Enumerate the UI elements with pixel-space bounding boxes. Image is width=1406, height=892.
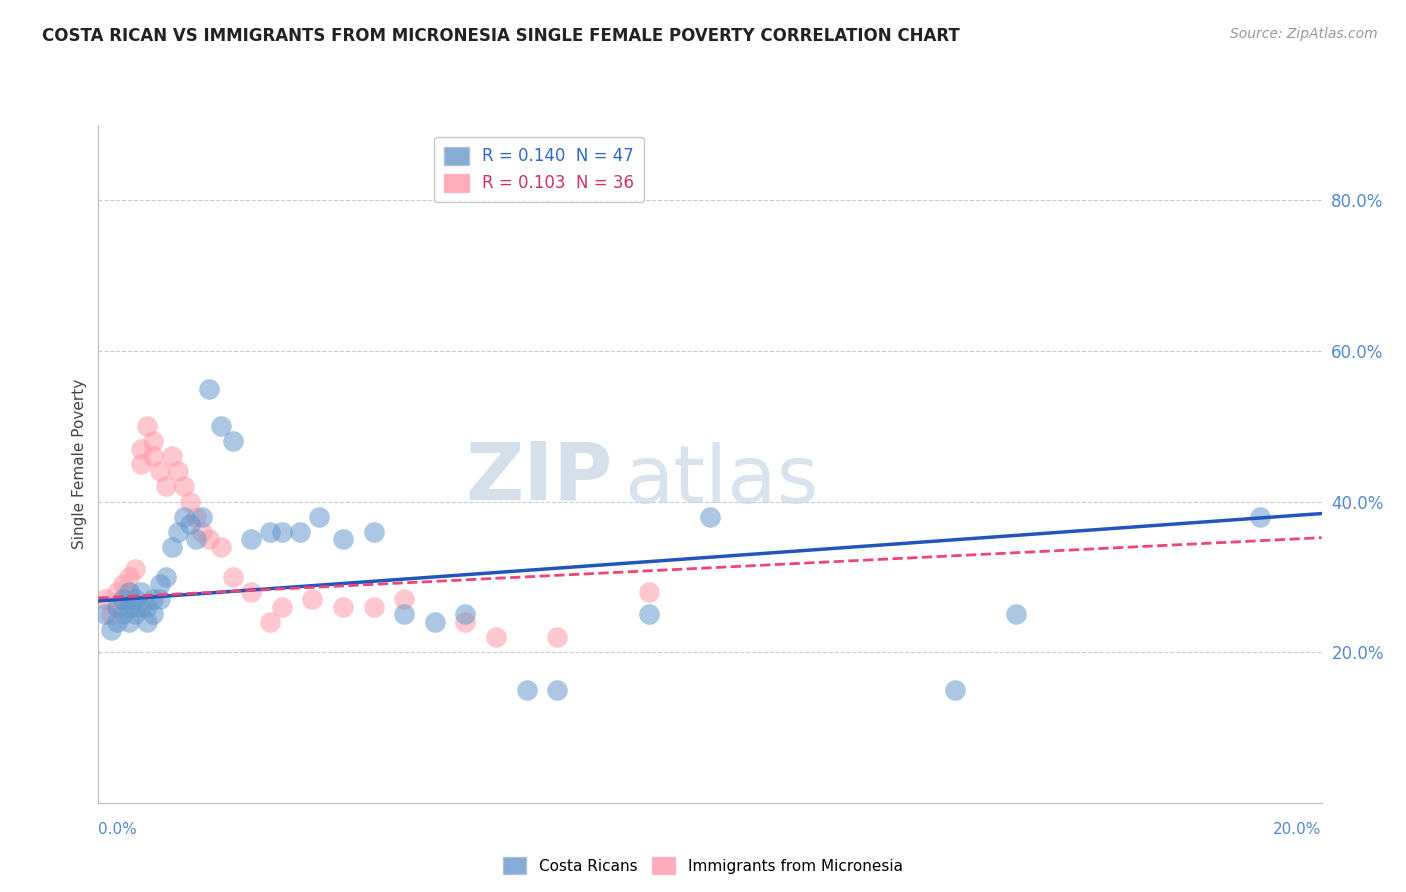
Point bbox=[100, 623, 122, 637]
Legend: Costa Ricans, Immigrants from Micronesia: Costa Ricans, Immigrants from Micronesia bbox=[498, 851, 908, 880]
Point bbox=[637, 585, 661, 599]
Point bbox=[149, 592, 172, 607]
Point bbox=[129, 585, 152, 599]
Point bbox=[392, 592, 416, 607]
Point bbox=[1249, 509, 1271, 524]
Point bbox=[155, 570, 177, 584]
Text: COSTA RICAN VS IMMIGRANTS FROM MICRONESIA SINGLE FEMALE POVERTY CORRELATION CHAR: COSTA RICAN VS IMMIGRANTS FROM MICRONESI… bbox=[42, 27, 960, 45]
Point bbox=[290, 524, 312, 539]
Point bbox=[118, 599, 141, 614]
Point bbox=[546, 682, 568, 697]
Point bbox=[191, 509, 214, 524]
Y-axis label: Single Female Poverty: Single Female Poverty bbox=[72, 379, 87, 549]
Point bbox=[111, 592, 134, 607]
Point bbox=[222, 570, 245, 584]
Point bbox=[149, 464, 172, 478]
Point bbox=[142, 434, 165, 449]
Legend: R = 0.140  N = 47, R = 0.103  N = 36: R = 0.140 N = 47, R = 0.103 N = 36 bbox=[433, 136, 644, 202]
Point bbox=[118, 570, 141, 584]
Point bbox=[93, 592, 115, 607]
Point bbox=[167, 524, 190, 539]
Point bbox=[332, 532, 354, 546]
Point bbox=[270, 599, 292, 614]
Text: 20.0%: 20.0% bbox=[1274, 822, 1322, 837]
Text: ZIP: ZIP bbox=[465, 438, 612, 516]
Point bbox=[699, 509, 721, 524]
Point bbox=[136, 615, 159, 629]
Point bbox=[173, 479, 195, 493]
Point bbox=[93, 607, 115, 622]
Point bbox=[332, 599, 354, 614]
Point bbox=[454, 615, 477, 629]
Point bbox=[186, 509, 208, 524]
Point bbox=[100, 607, 122, 622]
Point bbox=[363, 599, 385, 614]
Point bbox=[197, 532, 219, 546]
Point bbox=[105, 585, 128, 599]
Point bbox=[392, 607, 416, 622]
Point bbox=[546, 630, 568, 644]
Point bbox=[485, 630, 508, 644]
Point bbox=[943, 682, 966, 697]
Point bbox=[240, 585, 263, 599]
Point bbox=[259, 615, 281, 629]
Point bbox=[129, 442, 152, 456]
Point bbox=[118, 585, 141, 599]
Point bbox=[197, 382, 219, 396]
Point bbox=[240, 532, 263, 546]
Point bbox=[111, 577, 134, 591]
Point bbox=[179, 517, 201, 532]
Text: 0.0%: 0.0% bbox=[98, 822, 138, 837]
Point bbox=[186, 532, 208, 546]
Point bbox=[516, 682, 538, 697]
Point bbox=[124, 592, 146, 607]
Point bbox=[363, 524, 385, 539]
Point bbox=[167, 464, 190, 478]
Point bbox=[105, 615, 128, 629]
Point bbox=[454, 607, 477, 622]
Point bbox=[142, 607, 165, 622]
Point bbox=[209, 419, 232, 434]
Point bbox=[136, 599, 159, 614]
Point bbox=[149, 577, 172, 591]
Point bbox=[160, 450, 183, 464]
Point bbox=[118, 585, 141, 599]
Point bbox=[124, 607, 146, 622]
Point bbox=[105, 599, 128, 614]
Point bbox=[423, 615, 446, 629]
Point bbox=[191, 524, 214, 539]
Point bbox=[179, 494, 201, 508]
Point bbox=[308, 509, 330, 524]
Point bbox=[222, 434, 245, 449]
Point bbox=[136, 419, 159, 434]
Point bbox=[124, 562, 146, 576]
Point bbox=[111, 607, 134, 622]
Point bbox=[118, 615, 141, 629]
Point bbox=[142, 592, 165, 607]
Text: atlas: atlas bbox=[624, 442, 818, 520]
Point bbox=[129, 599, 152, 614]
Point bbox=[155, 479, 177, 493]
Text: Source: ZipAtlas.com: Source: ZipAtlas.com bbox=[1230, 27, 1378, 41]
Point bbox=[209, 540, 232, 554]
Point bbox=[637, 607, 661, 622]
Point bbox=[142, 450, 165, 464]
Point bbox=[270, 524, 292, 539]
Point bbox=[105, 599, 128, 614]
Point bbox=[259, 524, 281, 539]
Point bbox=[111, 592, 134, 607]
Point bbox=[160, 540, 183, 554]
Point bbox=[173, 509, 195, 524]
Point bbox=[129, 457, 152, 471]
Point bbox=[301, 592, 323, 607]
Point bbox=[1004, 607, 1026, 622]
Point bbox=[124, 599, 146, 614]
